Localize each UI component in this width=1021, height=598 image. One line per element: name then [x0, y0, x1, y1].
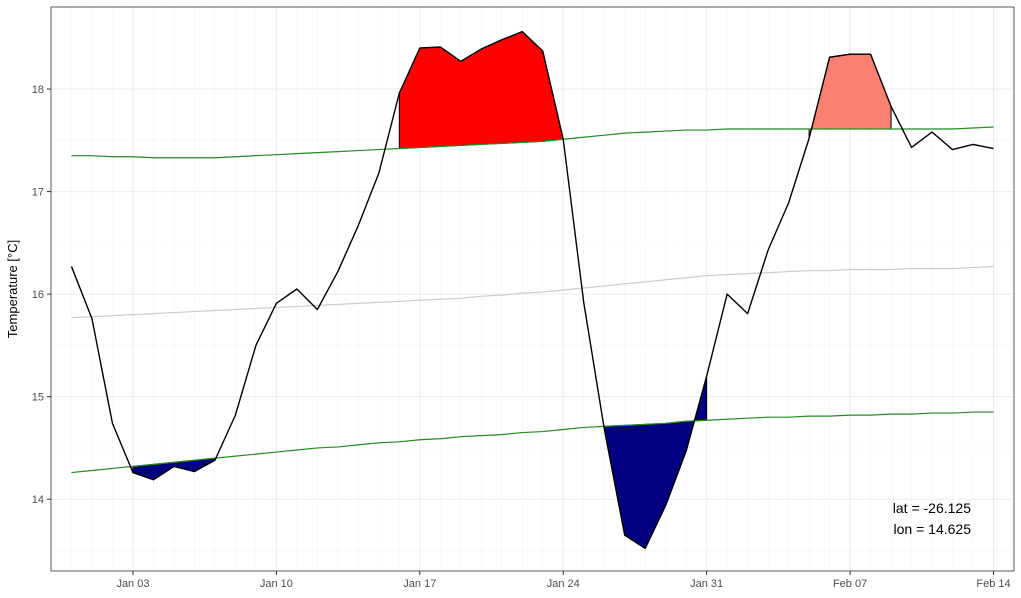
y-tick-label: 18	[32, 84, 44, 96]
y-axis-title: Temperature [°C]	[5, 240, 20, 338]
x-tick-label: Feb 14	[976, 578, 1010, 590]
longitude-annotation: lon = 14.625	[894, 521, 972, 537]
threshold-lower-line	[71, 411, 994, 474]
y-tick-label: 15	[32, 392, 44, 404]
x-tick-label: Feb 07	[833, 578, 867, 590]
x-axis: Jan 03 Jan 10 Jan 17 Jan 24 Jan 31 Feb 07 Feb …	[116, 571, 1011, 590]
x-tick-label: Jan 10	[260, 578, 293, 590]
x-tick-label: Jan 24	[547, 578, 580, 590]
threshold-upper-line	[71, 126, 994, 159]
y-tick-label: 16	[32, 289, 44, 301]
x-tick-label: Jan 31	[690, 578, 723, 590]
y-axis: 14 15 16 17 18	[32, 84, 51, 506]
latitude-annotation: lat = -26.125	[893, 500, 971, 516]
temperature-line	[70, 30, 994, 550]
minor-gridlines	[50, 7, 1015, 571]
climatology-line	[71, 265, 994, 319]
x-tick-label: Jan 17	[403, 578, 436, 590]
event-fills	[132, 31, 892, 550]
panel-border	[50, 6, 1015, 572]
series-lines	[70, 30, 994, 550]
x-tick-label: Jan 03	[116, 578, 149, 590]
y-tick-label: 17	[32, 187, 44, 199]
y-tick-label: 14	[32, 494, 44, 506]
